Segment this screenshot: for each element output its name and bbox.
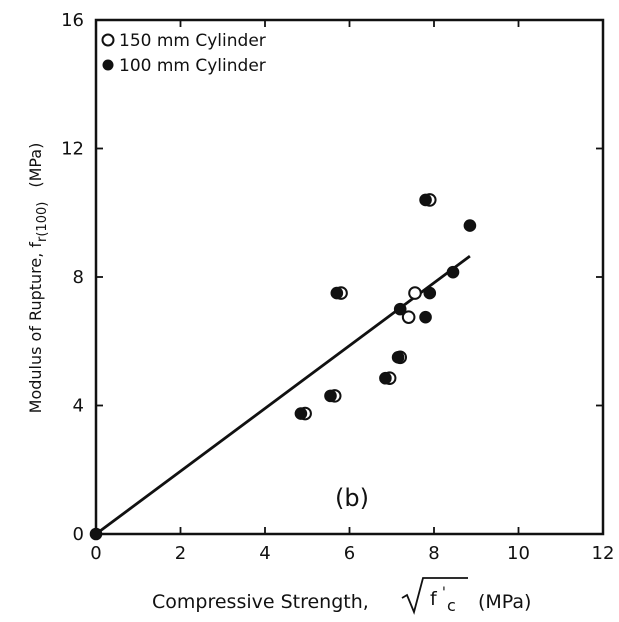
- x-tick-label: 0: [90, 543, 101, 564]
- data-points: [89, 193, 477, 541]
- y-tick-label: 0: [73, 524, 84, 545]
- point-100mm: [89, 527, 103, 541]
- plot-frame: [94, 18, 605, 536]
- point-100mm: [391, 351, 405, 364]
- y-axis-title-line: Modulus of Rupture, fr(100) (MPa): [26, 143, 50, 414]
- fit-line-group: [95, 254, 471, 536]
- y-tick-label: 4: [73, 396, 84, 417]
- y-tick-label: 8: [73, 267, 84, 288]
- x-axis-title: Compressive Strength,: [152, 591, 369, 613]
- point-100mm: [330, 286, 344, 300]
- point-150mm: [408, 286, 422, 300]
- x-axis-label: Compressive Strength, f ' c (MPa): [152, 577, 531, 615]
- x-axis-radicand: f: [430, 588, 438, 610]
- fit-line: [95, 254, 471, 536]
- point-100mm: [393, 302, 407, 316]
- x-tick-label: 10: [507, 543, 530, 564]
- y-tick-label: 16: [61, 10, 84, 31]
- legend-marker-150mm: [101, 33, 115, 47]
- y-tick-label: 12: [61, 139, 84, 160]
- x-axis-unit: (MPa): [478, 591, 531, 613]
- panel-label: (b): [335, 484, 369, 512]
- point-100mm: [379, 371, 392, 385]
- point-100mm: [446, 265, 460, 279]
- point-100mm: [419, 193, 432, 207]
- legend-label-150mm: 150 mm Cylinder: [119, 31, 266, 51]
- y-axis-title: Modulus of Rupture, f: [26, 242, 45, 414]
- legend-marker-100mm: [102, 59, 114, 71]
- x-tick-label: 12: [592, 543, 615, 564]
- x-tick-label: 8: [428, 543, 439, 564]
- x-axis-radicand-prime: ': [442, 585, 446, 601]
- legend: 150 mm Cylinder 100 mm Cylinder: [101, 31, 266, 76]
- x-tick-label: 2: [175, 543, 186, 564]
- x-tick-label: 6: [344, 543, 355, 564]
- point-100mm: [463, 219, 477, 232]
- y-axis-label: Modulus of Rupture, fr(100) (MPa): [26, 143, 50, 414]
- point-100mm: [419, 310, 432, 324]
- point-100mm: [423, 286, 437, 300]
- x-tick-label: 4: [259, 543, 270, 564]
- point-150mm: [401, 310, 416, 324]
- point-100mm: [294, 407, 308, 420]
- point-100mm: [324, 389, 337, 403]
- legend-label-100mm: 100 mm Cylinder: [119, 56, 266, 76]
- y-axis-title-subscript: r(100): [35, 202, 50, 242]
- sqrt-radical: [401, 577, 468, 615]
- tick-marks: 0 2 4 6 8 10 12 0 4 8 12 16: [61, 10, 614, 564]
- x-axis-radicand-subscript: c: [447, 596, 456, 615]
- y-axis-unit: (MPa): [26, 143, 45, 188]
